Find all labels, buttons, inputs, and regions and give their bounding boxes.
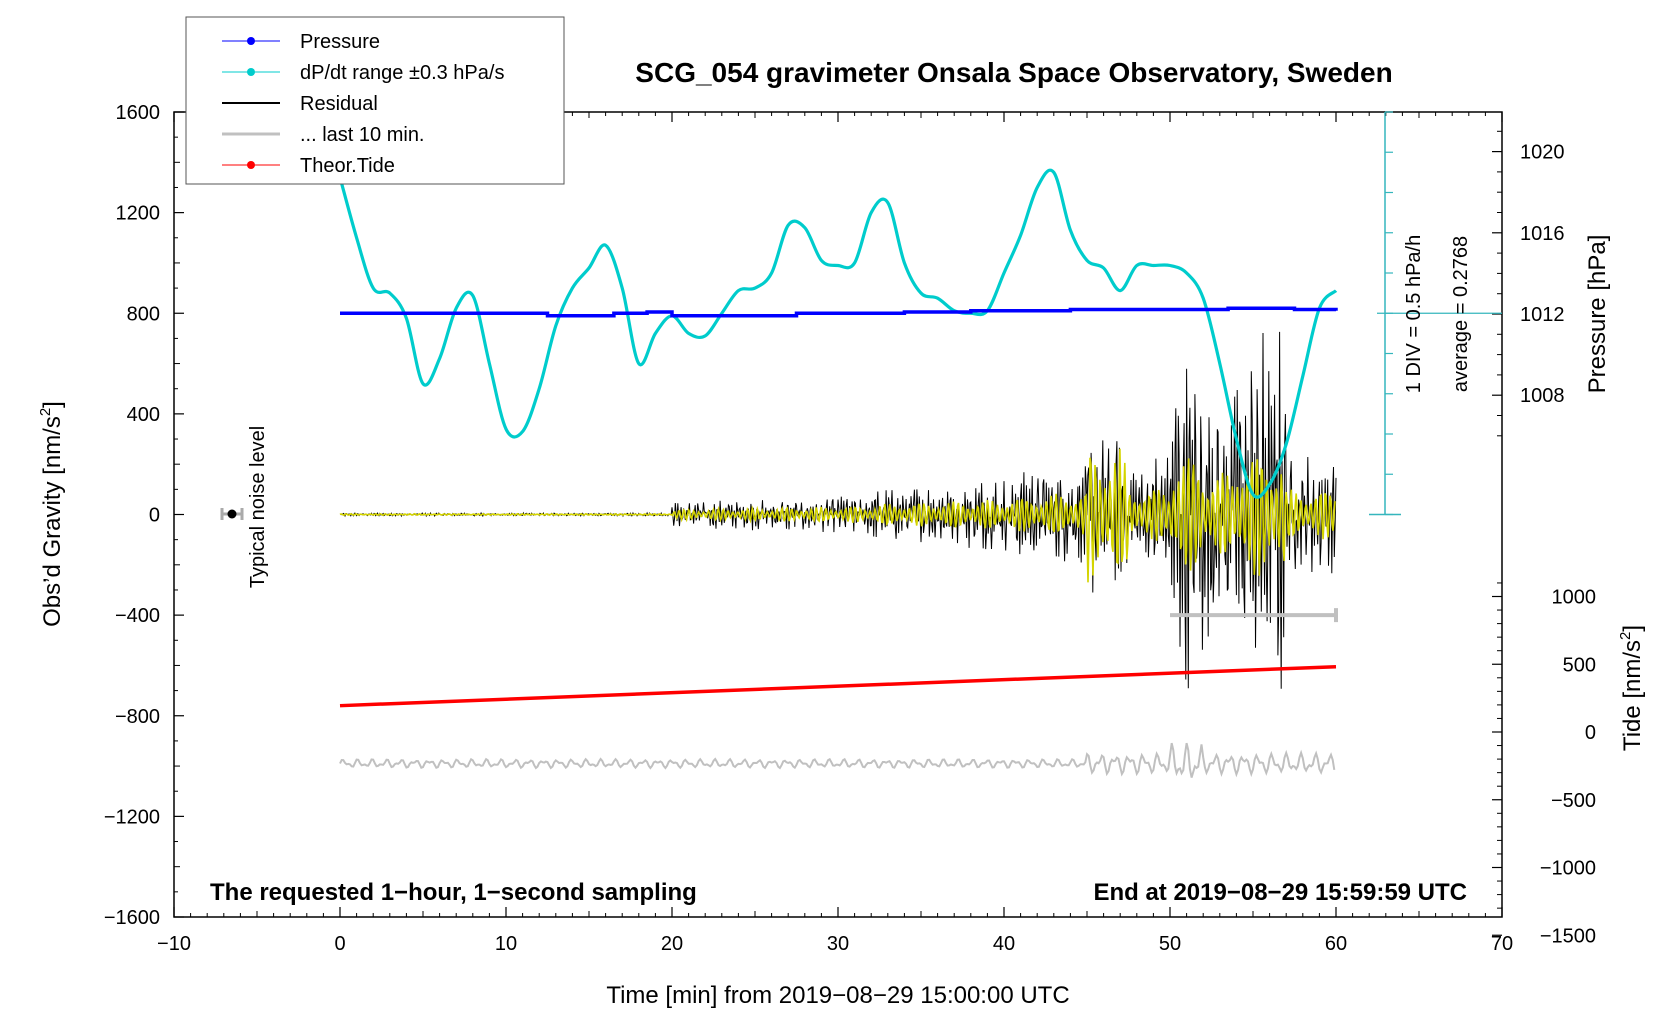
axis-ticks: −10 0 10 20 30 40 50 60 70160012008004000−400−80… [104, 102, 1596, 955]
y-tick-label: 1200 [116, 203, 161, 225]
tide-line [339, 664, 1337, 708]
sampling-note: The requested 1−hour, 1−second sampling [210, 879, 697, 906]
tide-tick-label: 1000 [1552, 587, 1597, 609]
x-tick-label: 0 [334, 933, 345, 955]
legend-residual-label: Residual [300, 93, 378, 115]
pressure-tick-label: 1012 [1520, 304, 1565, 326]
tide-tick-label: 500 [1563, 654, 1596, 676]
y-axis-title-sup: 2 [37, 408, 54, 416]
y-axis-title: Obs’d Gravity [nm/s2] [37, 401, 66, 627]
y-tick-label: −800 [115, 706, 160, 728]
legend-pressure-label: Pressure [300, 31, 380, 53]
tide-tick-label: −1000 [1540, 858, 1596, 880]
legend-dpdt-marker [247, 68, 255, 76]
tide-axis-title: Tide [nm/s2] [1617, 625, 1646, 751]
x-tick-label: 30 [827, 933, 849, 955]
legend-box [185, 16, 565, 185]
x-tick-label: 20 [661, 933, 683, 955]
long-period-line [339, 742, 1336, 778]
average-label: average = 0.2768 [1450, 236, 1472, 392]
chart-title: SCG_054 gravimeter Onsala Space Observat… [635, 57, 1392, 88]
y-tick-label: −1200 [104, 806, 160, 828]
legend-pressure-marker [247, 37, 255, 45]
y-tick-label: −400 [115, 605, 160, 627]
legend-last10-label: ... last 10 min. [300, 124, 425, 146]
x-tick-label: 10 [495, 933, 517, 955]
y-tick-label: 1600 [116, 102, 161, 124]
y-tick-label: −1600 [104, 907, 160, 929]
tide-tick-label: 0 [1585, 722, 1596, 744]
x-tick-label: 70 [1491, 933, 1513, 955]
noise-level-dot [227, 509, 237, 519]
tide-axis-title-sup: 2 [1617, 632, 1634, 640]
tide-axis-title-text: Tide [nm/s [1619, 640, 1646, 751]
y-tick-label: 0 [149, 505, 160, 527]
dpdt-line [338, 168, 1338, 499]
scale-label: 1 DIV = 0.5 hPa/h [1403, 235, 1425, 393]
y-tick-label: 400 [127, 404, 160, 426]
pressure-tick-label: 1008 [1520, 385, 1565, 407]
y-axis-title-close: ] [39, 401, 66, 408]
pressure-tick-label: 1016 [1520, 223, 1565, 245]
tide-tick-label: −1500 [1540, 925, 1596, 947]
legend-dpdt-label: dP/dt range ±0.3 hPa/s [300, 62, 504, 84]
noise-level-label: Typical noise level [247, 426, 269, 588]
pressure-axis-title: Pressure [hPa] [1584, 235, 1611, 394]
tide-tick-label: −500 [1551, 790, 1596, 812]
x-tick-label: 40 [993, 933, 1015, 955]
legend-tide-label: Theor.Tide [300, 155, 395, 177]
pressure-line [340, 306, 1338, 318]
x-tick-label: −10 [157, 933, 191, 955]
y-axis-title-text: Obs’d Gravity [nm/s [39, 416, 66, 627]
end-time-note: End at 2019−08−29 15:59:59 UTC [1093, 879, 1467, 906]
legend: Pressure dP/dt range ±0.3 hPa/s Residual… [185, 16, 565, 185]
pressure-tick-label: 1020 [1520, 142, 1565, 164]
x-tick-label: 60 [1325, 933, 1347, 955]
y-tick-label: 800 [127, 303, 160, 325]
tide-axis-title-close: ] [1619, 625, 1646, 632]
x-axis-title: Time [min] from 2019−08−29 15:00:00 UTC [606, 982, 1069, 1009]
legend-tide-marker [247, 161, 255, 169]
series-layer [338, 111, 1502, 778]
x-tick-label: 50 [1159, 933, 1181, 955]
filtered-residual-line [339, 448, 1336, 583]
